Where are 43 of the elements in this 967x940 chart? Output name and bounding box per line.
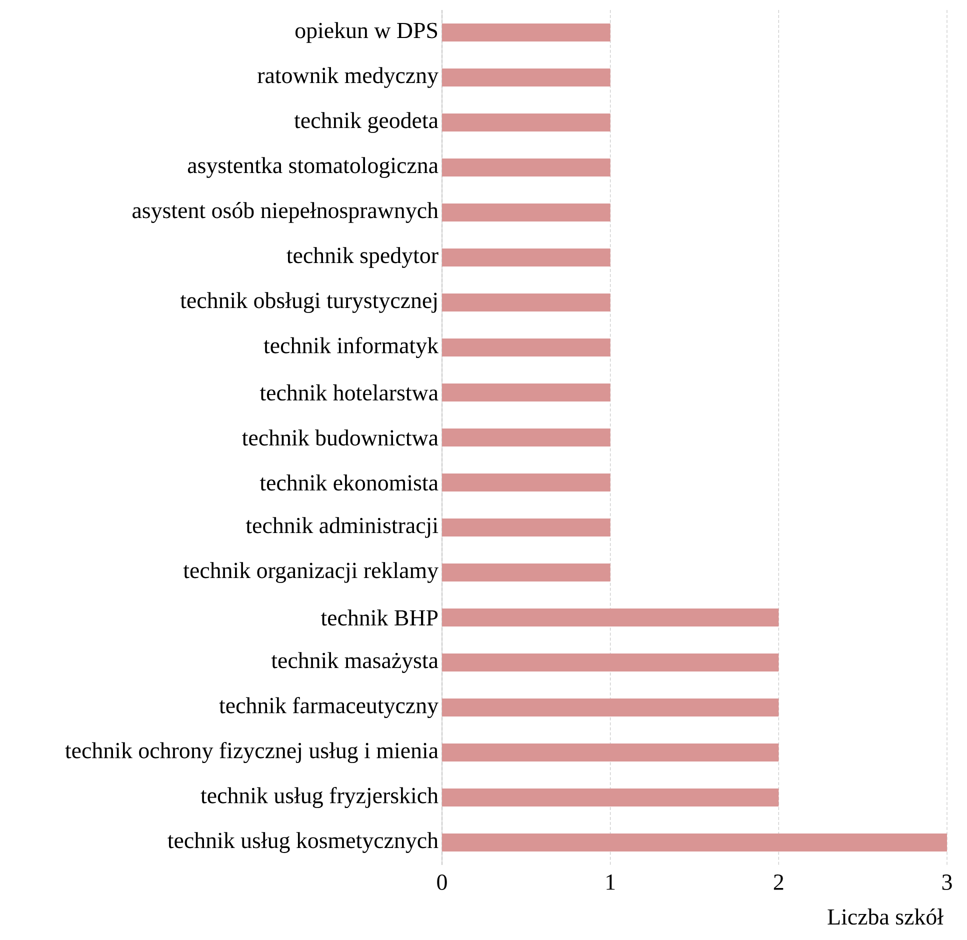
y-tick-label: technik budownictwa (242, 429, 438, 446)
bar (442, 608, 779, 627)
y-tick-label: technik ekonomista (260, 474, 438, 491)
bar (442, 338, 610, 357)
bar (442, 788, 779, 807)
y-tick-label: technik administracji (246, 517, 438, 538)
bar (442, 294, 610, 312)
bar (442, 114, 610, 132)
bar (442, 654, 779, 672)
y-tick-label: technik obsługi turystycznej (180, 292, 437, 313)
bar (442, 248, 610, 267)
y-tick-label: ratownik medyczny (258, 67, 438, 88)
y-tick-label: technik masażysta (271, 652, 438, 673)
y-tick-label: asystent osób niepełnosprawnych (132, 202, 438, 223)
y-tick-label: technik geodeta (294, 112, 438, 133)
bar (442, 204, 610, 222)
bar (442, 474, 610, 492)
y-tick-label: technik hotelarstwa (260, 384, 438, 401)
y-tick-label: technik informatyk (264, 336, 439, 358)
y-tick-label: technik farmaceutyczny (219, 696, 438, 718)
bar (442, 384, 610, 402)
y-tick-label: asystentka stomatologiczna (188, 157, 438, 178)
y-tick-label: technik organizacji reklamy (183, 562, 438, 583)
bar (442, 744, 779, 762)
x-axis-title: Liczba szkół (828, 908, 944, 925)
bar (442, 428, 610, 447)
x-tick-label: 0 (437, 874, 447, 890)
y-tick-label: opiekun w DPS (295, 22, 438, 43)
bar (442, 834, 948, 852)
x-tick-label: 2 (774, 874, 784, 890)
bar (442, 68, 610, 87)
x-tick-label: 1 (606, 874, 615, 890)
y-tick-label: technik spedytor (286, 247, 438, 268)
bar (442, 158, 610, 177)
x-tick-label: 3 (942, 874, 952, 890)
y-tick-label: technik usług kosmetycznych (168, 832, 438, 853)
bar (442, 518, 610, 537)
bar (442, 698, 779, 717)
y-tick-label: technik usług fryzjerskich (200, 786, 438, 808)
bar (442, 564, 610, 582)
bar (442, 24, 610, 42)
y-tick-label: technik BHP (320, 609, 438, 626)
y-tick-label: technik ochrony fizycznej usług i mienia (65, 742, 438, 764)
